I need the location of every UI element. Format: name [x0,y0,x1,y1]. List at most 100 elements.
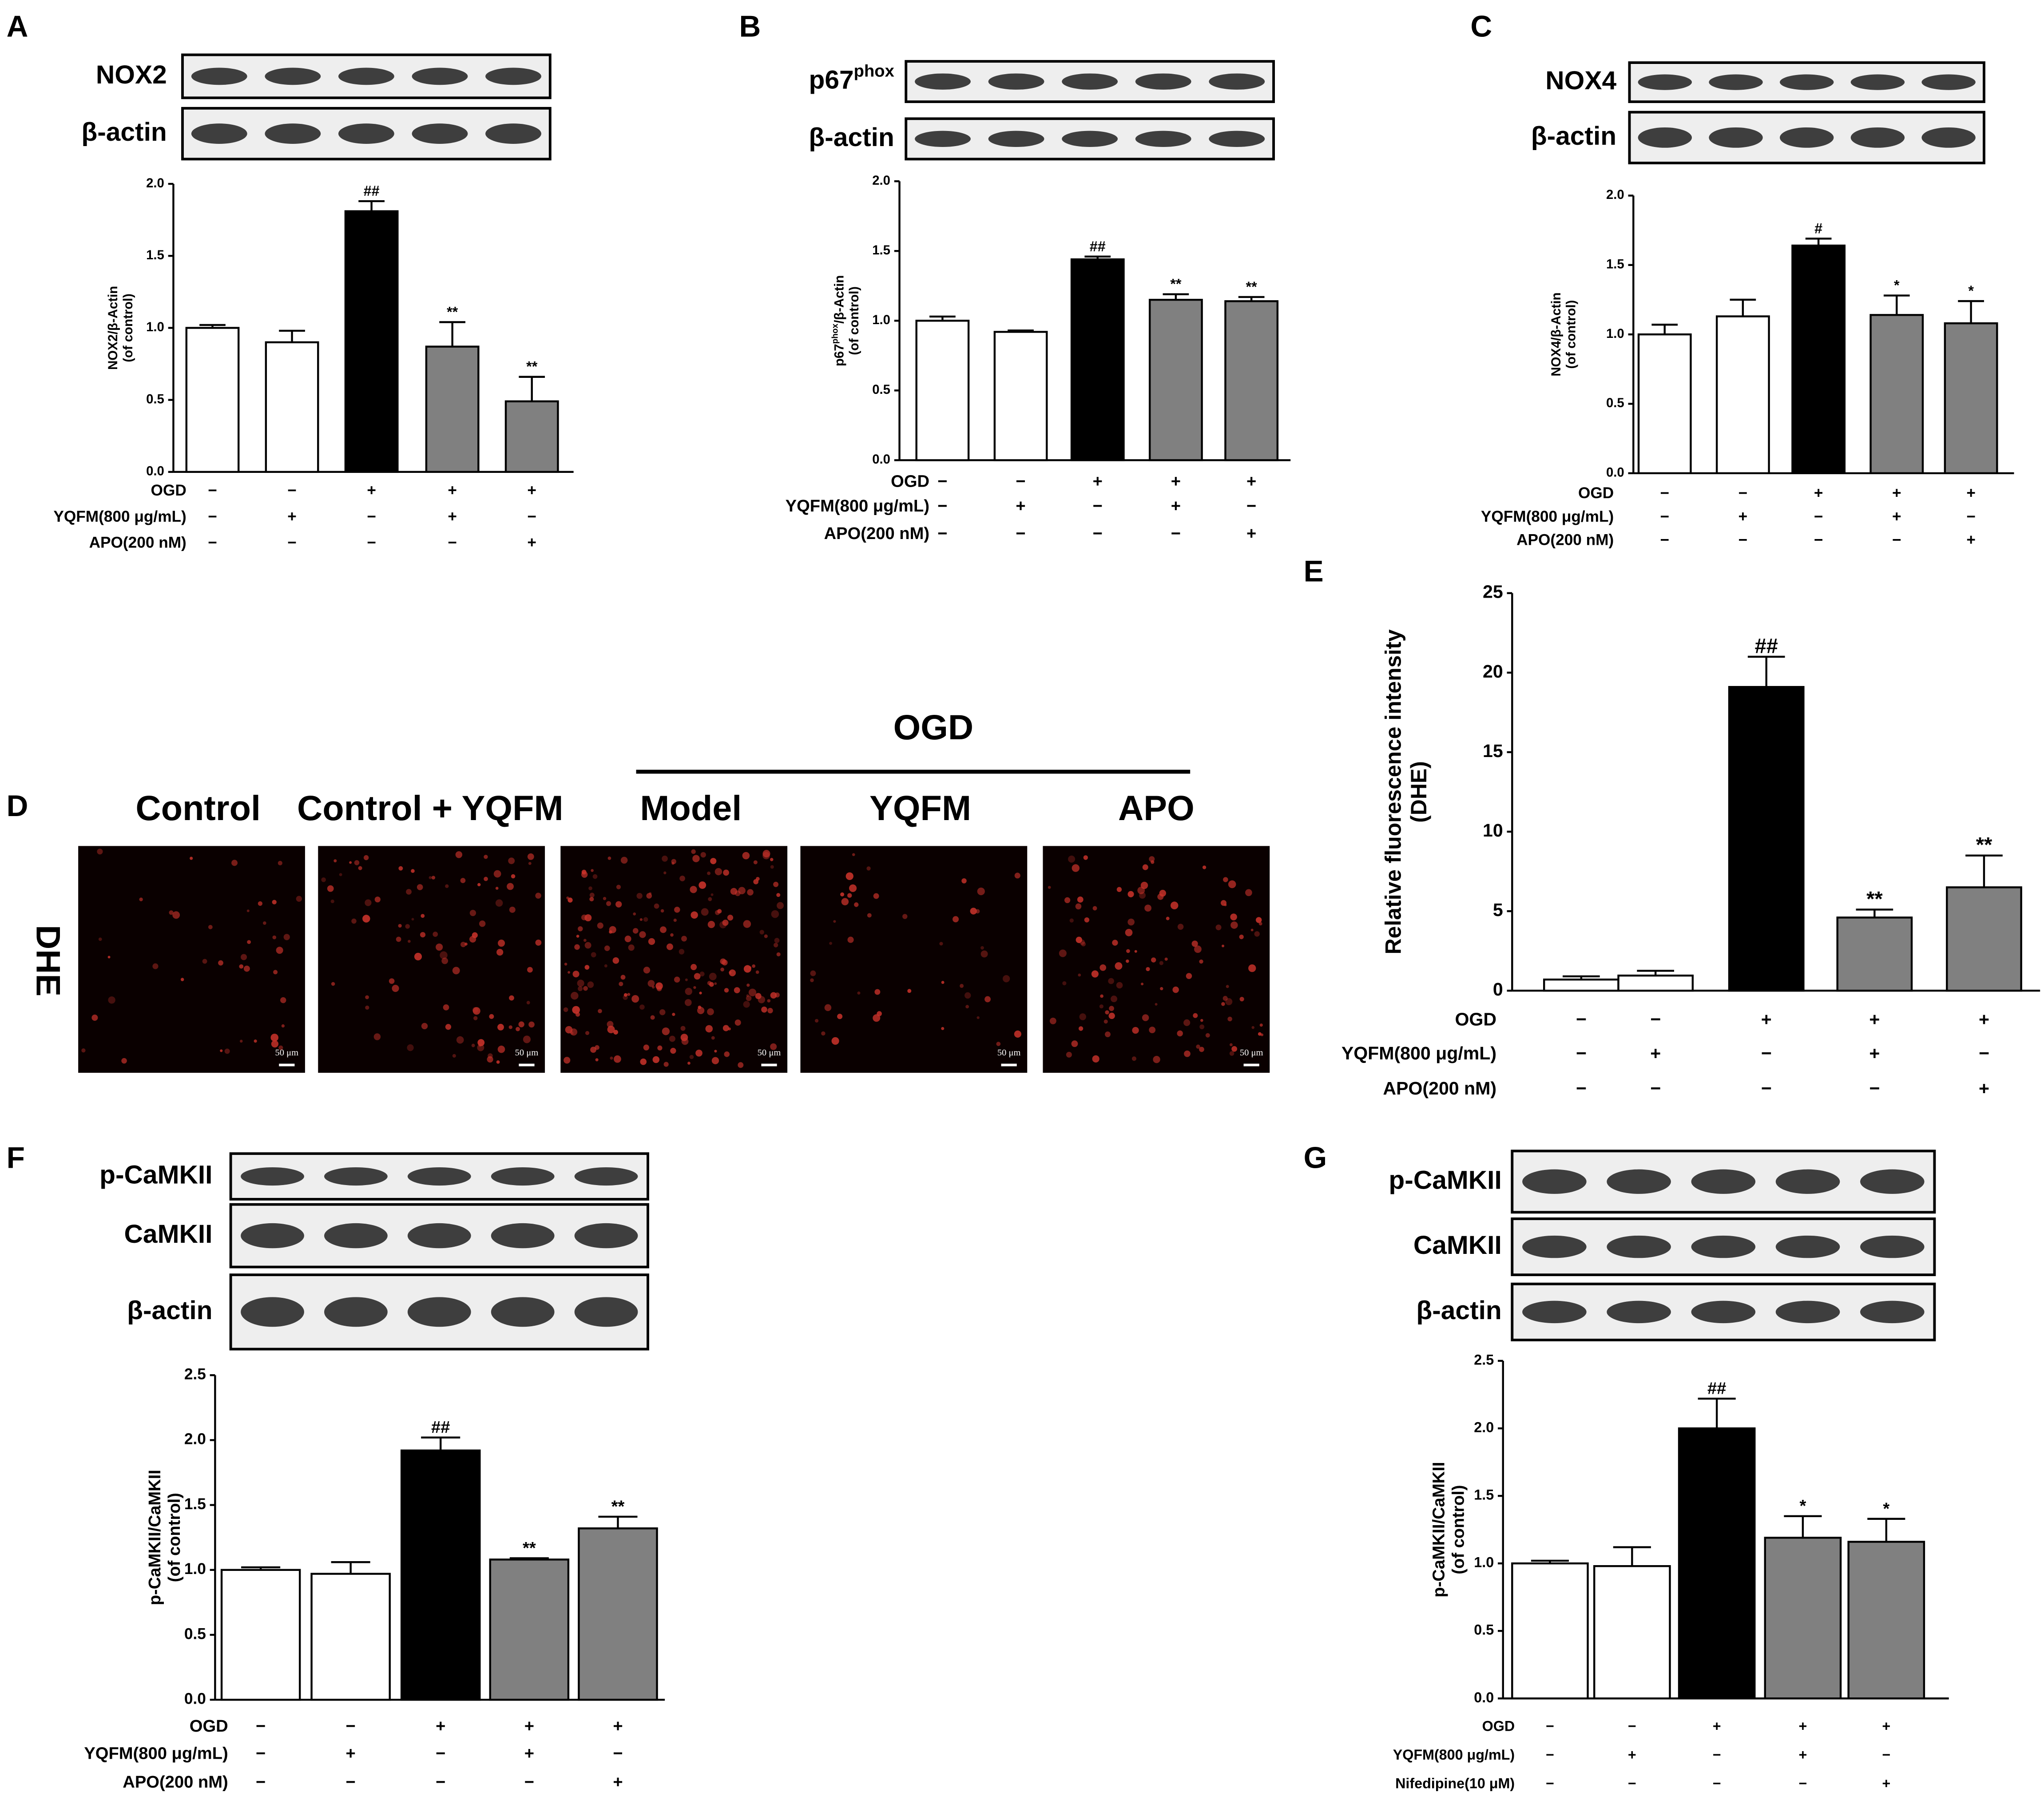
cell-signal [660,909,664,913]
cell-signal [231,860,238,866]
cell-signal [705,1025,713,1033]
condition-sign: − [436,1744,445,1763]
cell-signal [1230,921,1238,929]
condition-sign: − [937,524,947,543]
cell-signal [1226,985,1229,988]
condition-sign: − [1546,1776,1554,1792]
text-piece: CaMKII [124,1220,213,1249]
cell-signal [239,1039,243,1043]
cell-signal [666,943,673,950]
cell-signal [643,917,648,922]
cell-signal [1193,1013,1198,1018]
blot-band [491,1167,555,1186]
cell-signal [577,979,584,987]
blot-band [1607,1235,1671,1258]
cell-signal [588,886,592,891]
cell-signal [263,921,266,925]
cell-signal [1049,1017,1056,1024]
cell-signal [1221,1002,1225,1006]
cell-signal [867,913,872,918]
y-axis-label: p-CaMKII/CaMKII [1429,1462,1449,1597]
cell-signal [941,1027,945,1030]
cell-signal [627,993,631,996]
cell-signal [670,1047,676,1054]
condition-sign: − [1628,1718,1636,1734]
cell-signal [734,1019,741,1026]
cell-signal [363,855,369,860]
cell-signal [711,1036,715,1040]
cell-signal [433,932,438,937]
cell-signal [607,1026,615,1034]
cell-signal [1159,961,1163,965]
cell-signal [1091,970,1099,978]
cell-signal [965,1005,969,1009]
condition-sign: − [256,1772,266,1792]
cell-signal [1071,1040,1078,1047]
cell-signal [723,869,729,876]
cell-signal [743,920,751,928]
blot-band [1860,1235,1925,1258]
condition-sign: − [1966,508,1976,525]
blot-band [1780,127,1834,148]
cell-signal [953,916,959,923]
condition-sign: + [436,1717,445,1736]
column-label: Model [640,788,742,828]
text-piece: /β-Actin [832,275,846,324]
cell-signal [902,914,908,919]
cell-signal [472,932,478,938]
bar [265,341,319,473]
condition-sign: + [1869,1009,1880,1030]
cell-signal [583,986,588,991]
cell-signal [701,908,709,916]
condition-sign: − [1246,496,1256,515]
condition-sign: − [1761,1078,1772,1098]
scale-bar-label: 50 μm [1240,1048,1263,1058]
row-label: DHE [29,925,67,996]
blot-label: NOX4 [1545,66,1616,95]
blot-band [241,1167,304,1186]
cell-signal [734,987,740,994]
cell-signal [640,1059,647,1065]
condition-sign: − [1979,1043,1989,1063]
cell-signal [1170,901,1179,910]
blot-band [1775,1169,1840,1194]
cell-signal [477,883,481,887]
cell-signal [406,889,412,895]
cell-signal [742,852,750,860]
bar [1511,1562,1589,1700]
cell-signal [1131,1056,1137,1061]
cell-signal [632,928,639,934]
bar [1617,974,1694,992]
bar [1869,314,1924,474]
condition-sign: − [1650,1009,1661,1030]
cell-signal [460,942,466,948]
condition-sign: − [1814,531,1823,549]
condition-sign: + [1882,1776,1890,1792]
y-tick-label: 1.5 [146,248,164,262]
cell-signal [685,987,692,995]
blot-band [1209,131,1265,147]
condition-sign: − [1016,472,1025,491]
cell-signal [874,989,881,995]
cell-signal [693,986,696,989]
cell-signal [679,949,685,955]
cell-signal [655,982,663,990]
y-axis-label: p-CaMKII/CaMKII [145,1470,164,1605]
blot-band [1860,1169,1925,1194]
cell-signal [680,1026,686,1031]
cell-signal [396,936,401,942]
cell-signal [738,887,746,895]
condition-sign: + [1979,1078,1989,1098]
blot-band [241,1223,304,1249]
cell-signal [247,940,251,944]
cell-signal [1258,922,1262,926]
cell-signal [436,943,443,951]
blot-band [1691,1300,1756,1324]
condition-sign: + [1650,1043,1661,1063]
cell-signal [604,964,607,967]
cell-signal [738,1062,744,1068]
condition-sign: − [346,1772,356,1792]
cell-signal [1160,987,1163,991]
cell-signal [472,1007,478,1013]
